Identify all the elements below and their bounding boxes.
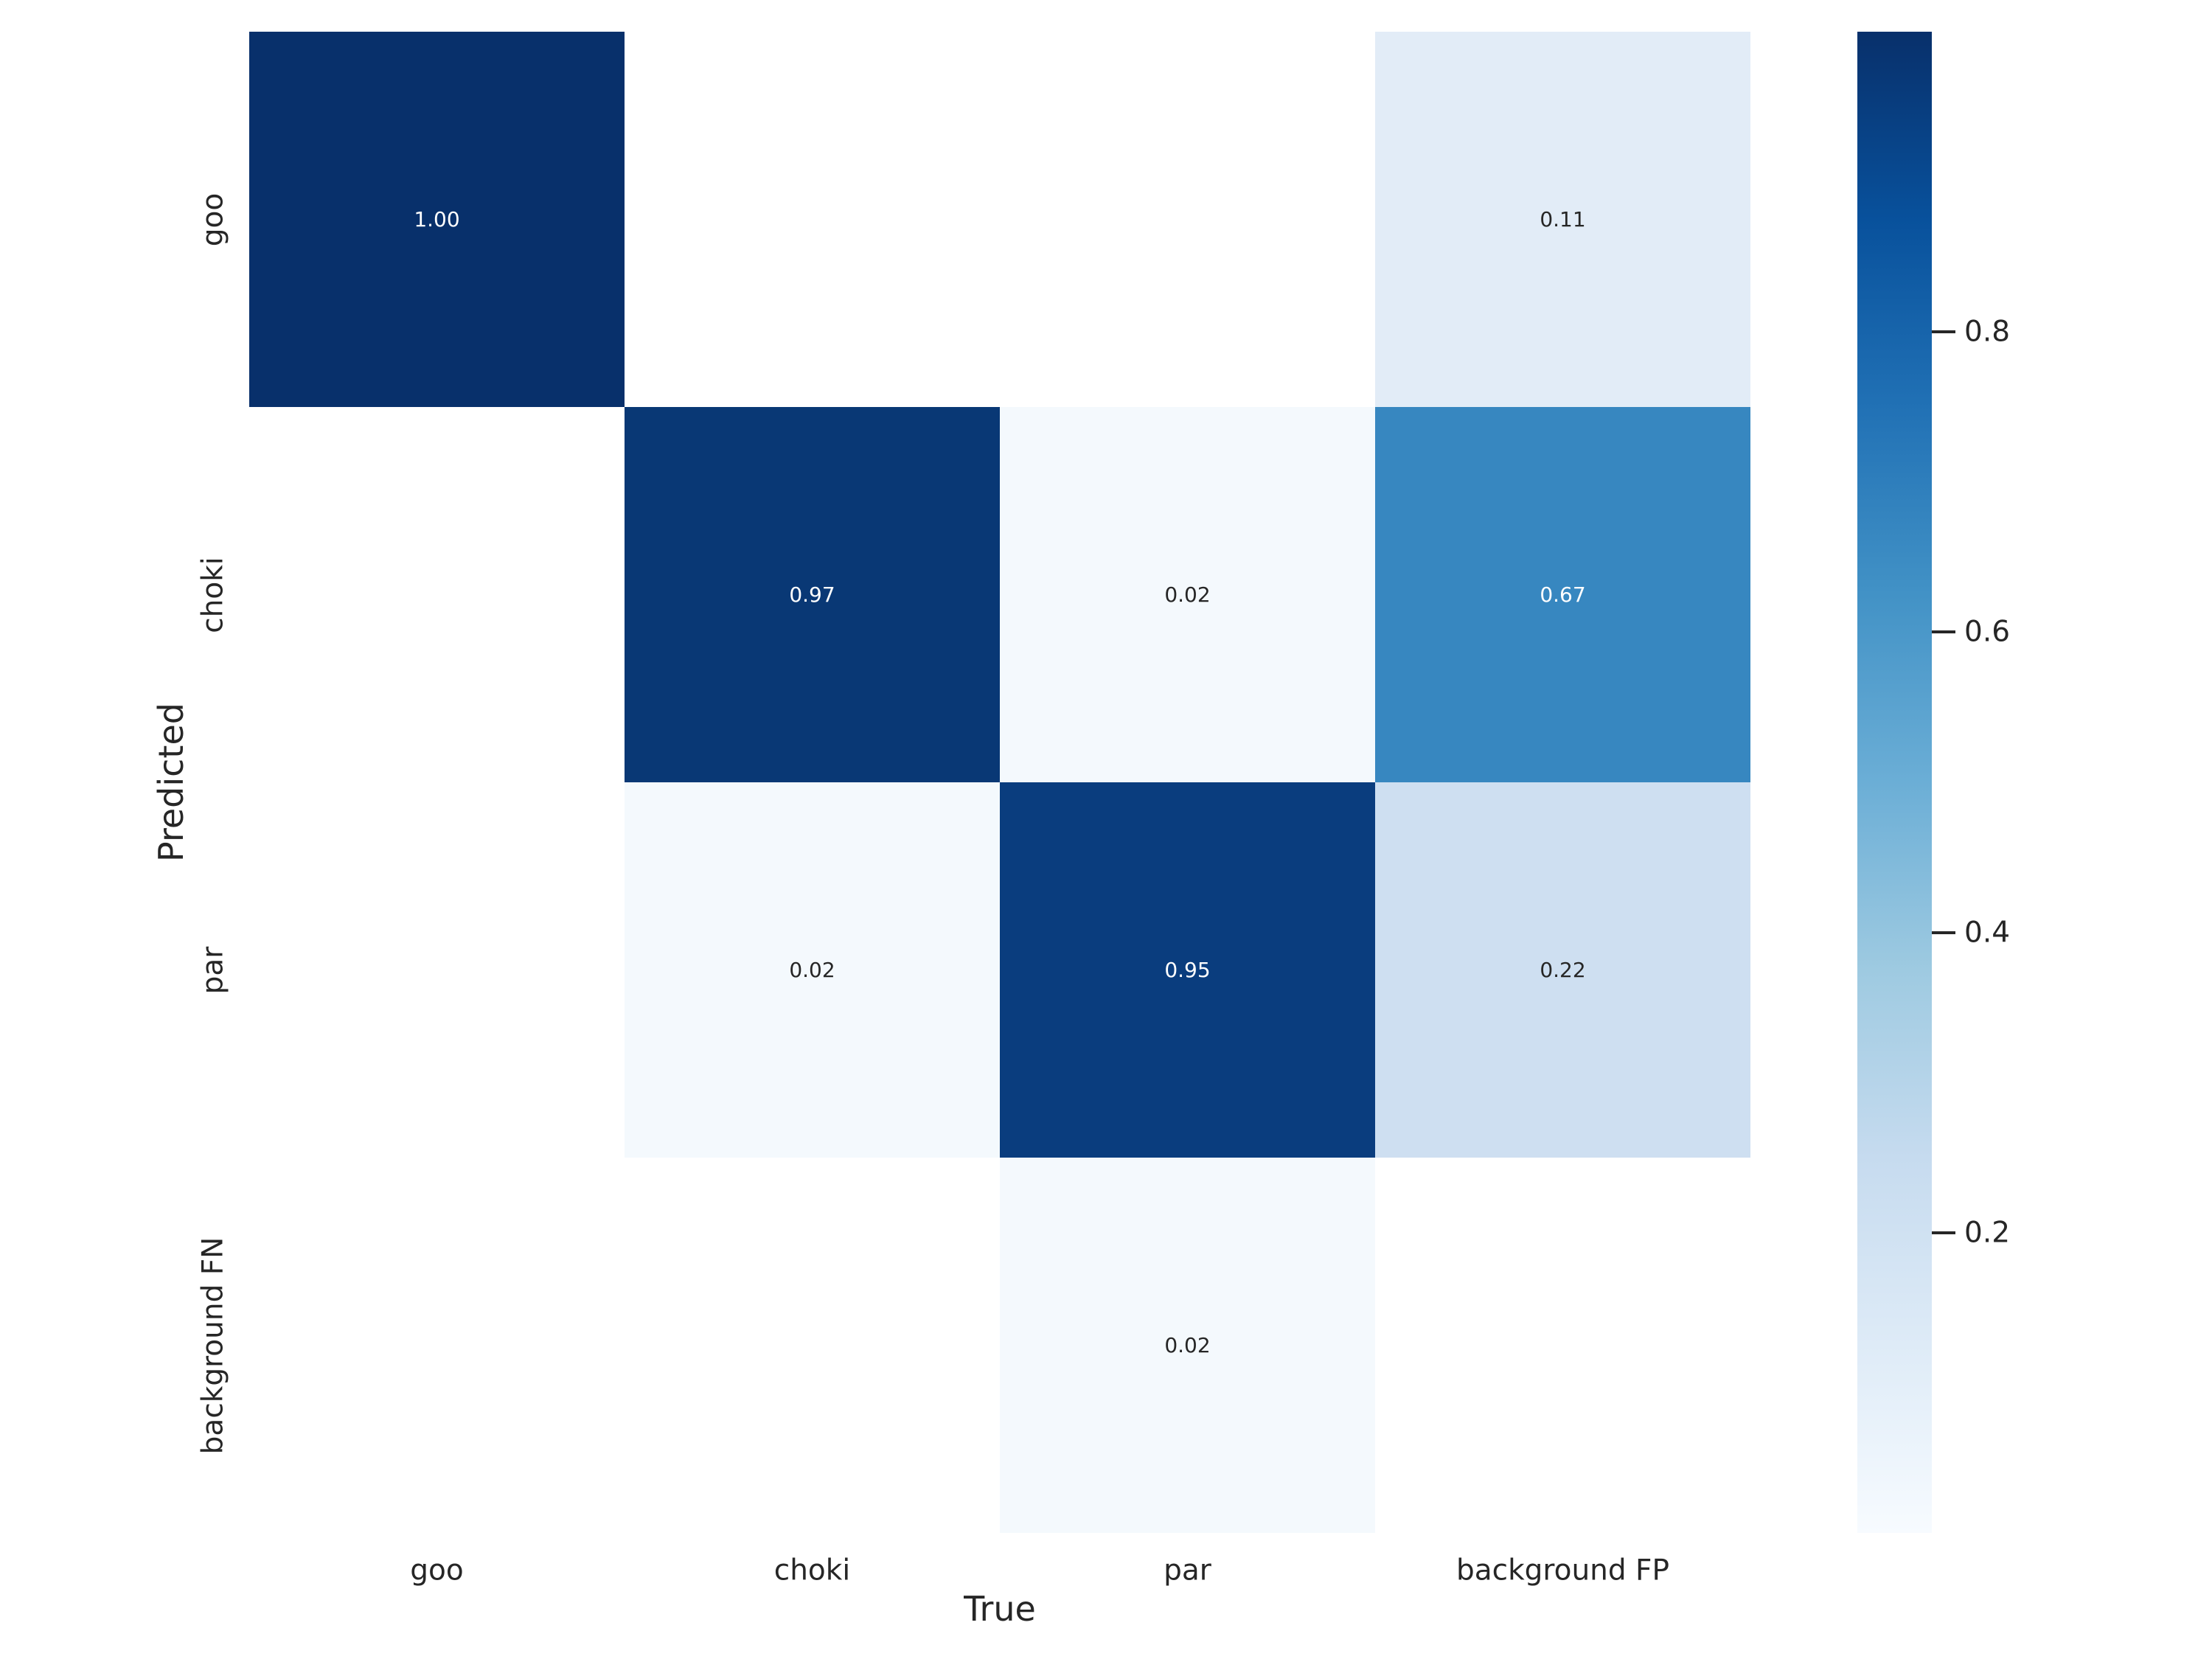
x-axis-title: True (964, 1589, 1036, 1629)
cell-value: 0.02 (1164, 1332, 1211, 1357)
cell-value: 0.95 (1164, 957, 1211, 982)
x-tick-label: par (1164, 1554, 1211, 1587)
heatmap-cell: 0.02 (625, 782, 1000, 1158)
x-tick-label: choki (773, 1554, 851, 1587)
cell-value: 1.00 (414, 206, 460, 232)
y-tick-label: choki (196, 556, 230, 633)
y-tick-label: goo (196, 192, 230, 246)
colorbar (1857, 32, 1932, 1533)
heatmap: 1.00 0.11 0.97 0.02 0.67 0.02 0.95 0.22 0.02 (249, 32, 1750, 1533)
x-tick-label: background FP (1455, 1554, 1670, 1587)
cell-value: 0.67 (1540, 582, 1586, 607)
colorbar-tick-mark (1932, 931, 1955, 934)
cell-value: 0.02 (789, 957, 835, 982)
colorbar-tick-mark (1932, 1231, 1955, 1234)
colorbar-tick-label: 0.6 (1964, 615, 2011, 649)
cell-value: 0.22 (1540, 957, 1586, 982)
y-tick-label: par (196, 946, 230, 994)
colorbar-tick-label: 0.8 (1964, 315, 2011, 349)
heatmap-cell: 0.02 (1000, 1158, 1375, 1533)
colorbar-tick-mark (1932, 330, 1955, 334)
heatmap-cell: 0.22 (1375, 782, 1750, 1158)
heatmap-cell: 1.00 (249, 32, 625, 407)
colorbar-tick-label: 0.2 (1964, 1216, 2011, 1250)
heatmap-cell: 0.95 (1000, 782, 1375, 1158)
colorbar-tick-mark (1932, 630, 1955, 634)
y-tick-label: background FN (196, 1237, 230, 1454)
cell-value: 0.11 (1540, 206, 1586, 232)
colorbar-tick-label: 0.4 (1964, 916, 2011, 950)
heatmap-cell: 0.02 (1000, 407, 1375, 782)
y-axis-title: Predicted (151, 703, 191, 862)
cell-value: 0.97 (789, 582, 835, 607)
heatmap-cell: 0.67 (1375, 407, 1750, 782)
heatmap-cell: 0.11 (1375, 32, 1750, 407)
heatmap-cell: 0.97 (625, 407, 1000, 782)
x-tick-label: goo (410, 1554, 464, 1587)
cell-value: 0.02 (1164, 582, 1211, 607)
